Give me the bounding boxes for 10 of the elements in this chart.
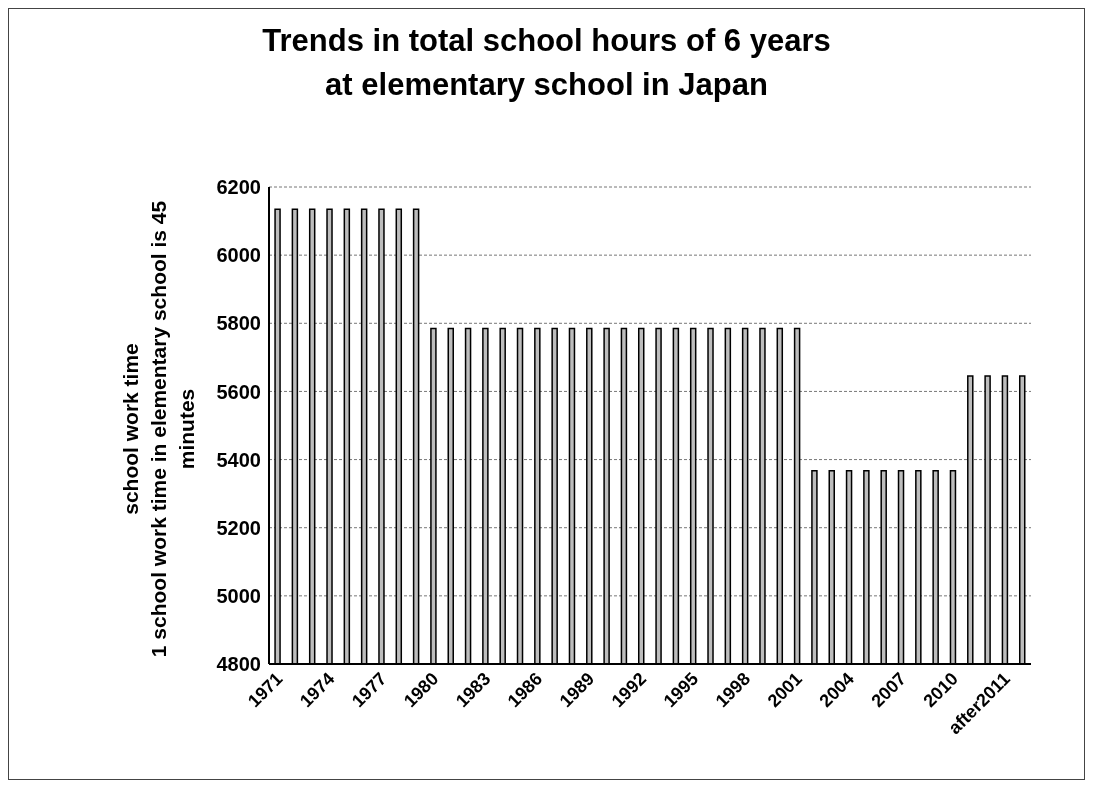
- y-tick-label: 4800: [216, 653, 261, 676]
- y-tick-label: 5600: [216, 380, 261, 403]
- y-tick-label: 5400: [216, 448, 261, 471]
- y-tick-label: 5200: [216, 516, 261, 539]
- y-tick-label: 5000: [216, 584, 261, 607]
- chart-title: Trends in total school hours of 6 years at elementary school in Japan: [261, 22, 832, 104]
- y-tick-label: 6200: [216, 176, 261, 199]
- y-axis-title: school work time 1 school work time in elementary school is 45 minutes: [119, 200, 198, 658]
- y-tick-label: 5800: [216, 312, 261, 335]
- y-tick-label: 6000: [216, 244, 261, 267]
